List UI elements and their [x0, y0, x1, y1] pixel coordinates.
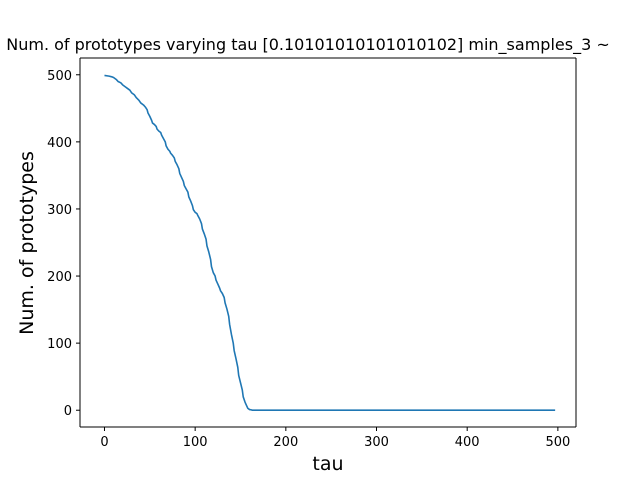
y-tick-label: 0 [64, 404, 72, 419]
x-tick-label: 0 [100, 435, 108, 450]
y-tick-label: 300 [47, 203, 72, 218]
x-tick-label: 200 [273, 435, 298, 450]
y-axis-label: Num. of prototypes [16, 151, 38, 335]
x-axis-ticks: 0 100 200 300 400 500 [100, 427, 570, 450]
series-layer [104, 74, 556, 412]
x-tick-label: 300 [364, 435, 389, 450]
y-tick-label: 500 [47, 69, 72, 84]
x-tick-label: 400 [455, 435, 480, 450]
chart-title: Num. of prototypes varying tau [0.101010… [6, 35, 609, 55]
series-line [104, 74, 556, 412]
x-axis-label: tau [312, 453, 343, 475]
plot-area [80, 58, 576, 427]
y-tick-label: 100 [47, 337, 72, 352]
y-axis-ticks: 0 100 200 300 400 500 [47, 69, 80, 419]
y-tick-label: 400 [47, 136, 72, 151]
y-tick-label: 200 [47, 270, 72, 285]
x-tick-label: 100 [183, 435, 208, 450]
axes-frame [79, 57, 577, 428]
x-tick-label: 500 [545, 435, 570, 450]
